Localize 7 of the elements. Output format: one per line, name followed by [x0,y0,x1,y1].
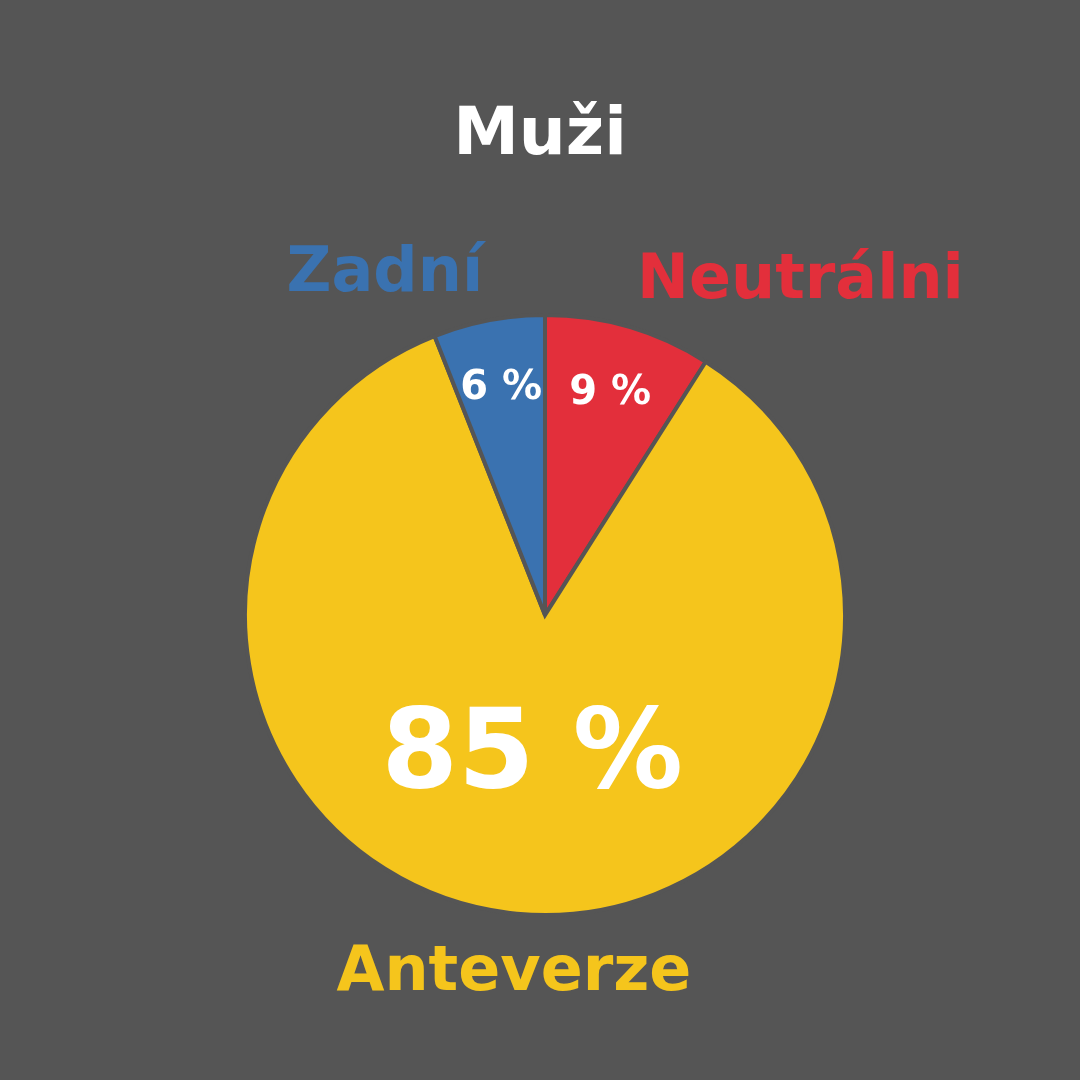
data-label: 9 % [569,367,652,414]
chart-title: Muži [452,92,628,172]
data-label: 6 % [460,362,543,409]
slice-label: Anteverze [336,931,692,1005]
slice-label: Zadní [286,232,486,306]
data-label: 85 % [381,685,684,814]
slice-label: Neutrálni [637,240,964,314]
